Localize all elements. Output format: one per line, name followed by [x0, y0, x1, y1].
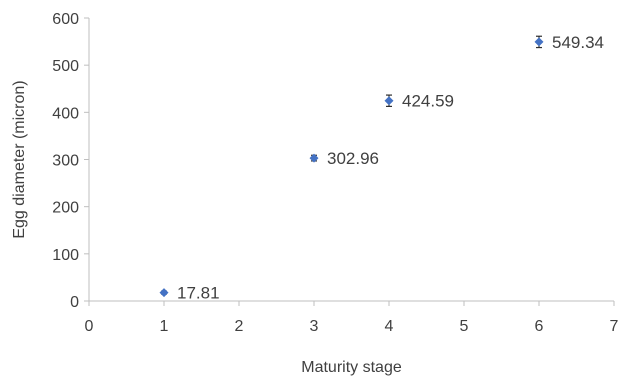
- data-label: 302.96: [327, 149, 379, 168]
- data-marks: 17.81 302.96 424.59 549.34: [159, 33, 604, 303]
- y-tick-label: 200: [52, 200, 79, 217]
- x-tick-label: 6: [535, 318, 544, 335]
- diamond-marker: [159, 288, 169, 298]
- diamond-marker: [384, 96, 394, 106]
- y-tick-label: 0: [70, 294, 79, 311]
- y-tick-label: 600: [52, 11, 79, 28]
- data-label: 549.34: [552, 33, 604, 52]
- y-axis-title: Egg diameter (micron): [11, 80, 28, 238]
- x-tick-label: 0: [85, 318, 94, 335]
- data-label: 424.59: [402, 92, 454, 111]
- y-tick-label: 500: [52, 58, 79, 75]
- x-tick-label: 2: [235, 318, 244, 335]
- y-tick-label: 100: [52, 247, 79, 264]
- x-tick-label: 5: [460, 318, 469, 335]
- x-tick-label: 4: [385, 318, 394, 335]
- data-point: 17.81: [159, 284, 220, 303]
- data-point: 424.59: [384, 92, 454, 111]
- x-tick-label: 7: [610, 318, 619, 335]
- y-tick-label: 300: [52, 153, 79, 170]
- x-tick-label: 1: [160, 318, 169, 335]
- axes: 0 100 200 300 400 500 600 0 1 2 3 4 5 6 7: [52, 11, 618, 335]
- data-label: 17.81: [177, 284, 220, 303]
- data-point: 302.96: [309, 149, 379, 168]
- diamond-marker: [309, 153, 319, 163]
- y-tick-label: 400: [52, 105, 79, 122]
- x-axis-title: Maturity stage: [301, 359, 402, 376]
- data-point: 549.34: [534, 33, 604, 52]
- x-tick-label: 3: [310, 318, 319, 335]
- diamond-marker: [534, 37, 544, 47]
